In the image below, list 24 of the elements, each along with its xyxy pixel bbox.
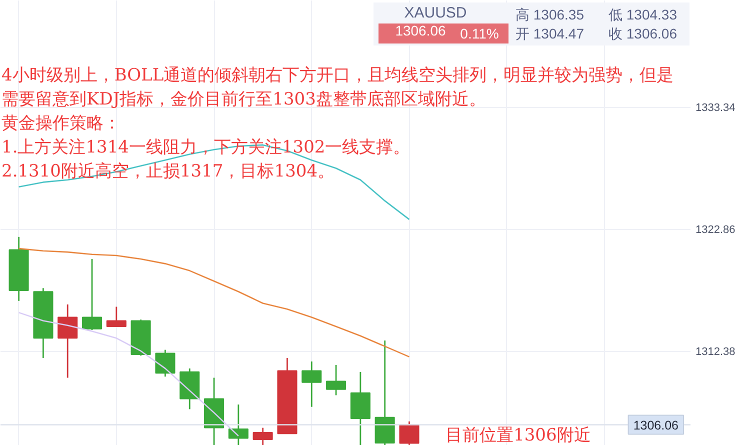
candlestick: [106, 306, 126, 328]
candlestick: [399, 420, 420, 445]
candlestick: [82, 258, 102, 331]
ref-line-label: 1306.06: [633, 418, 679, 432]
candlestick: [58, 304, 78, 378]
text: 高 1306.35: [516, 6, 584, 22]
text: 收 1306.06: [608, 26, 678, 42]
candlestick: [252, 427, 273, 445]
annotation: 1306.06: [395, 22, 446, 38]
y-tick-label: 1312.38: [696, 346, 736, 358]
line-series: [18, 248, 410, 358]
text: 目前位置1306附近: [446, 426, 591, 445]
y-tick-label: 1333.34: [696, 102, 736, 114]
candlestick: [302, 360, 322, 408]
y-tick-label: 1322.86: [696, 224, 736, 236]
candlestick: [326, 364, 346, 396]
text: 开 1304.47: [516, 26, 584, 42]
candlestick: [228, 404, 248, 445]
text: 低 1304.33: [608, 6, 678, 22]
annotation: 4小时级别上，BOLL通道的倾斜朝右下方开口，且均线空头排列，明显并较为强势，但是: [2, 66, 674, 86]
annotation: 黄金操作策略：: [2, 114, 120, 134]
chart-title: XAUUSD: [404, 4, 467, 22]
annotation: 需要留意到KDJ指标，金价目前行至1303盘整带底部区域附近。: [2, 90, 486, 110]
text: 0.11%: [460, 26, 499, 42]
